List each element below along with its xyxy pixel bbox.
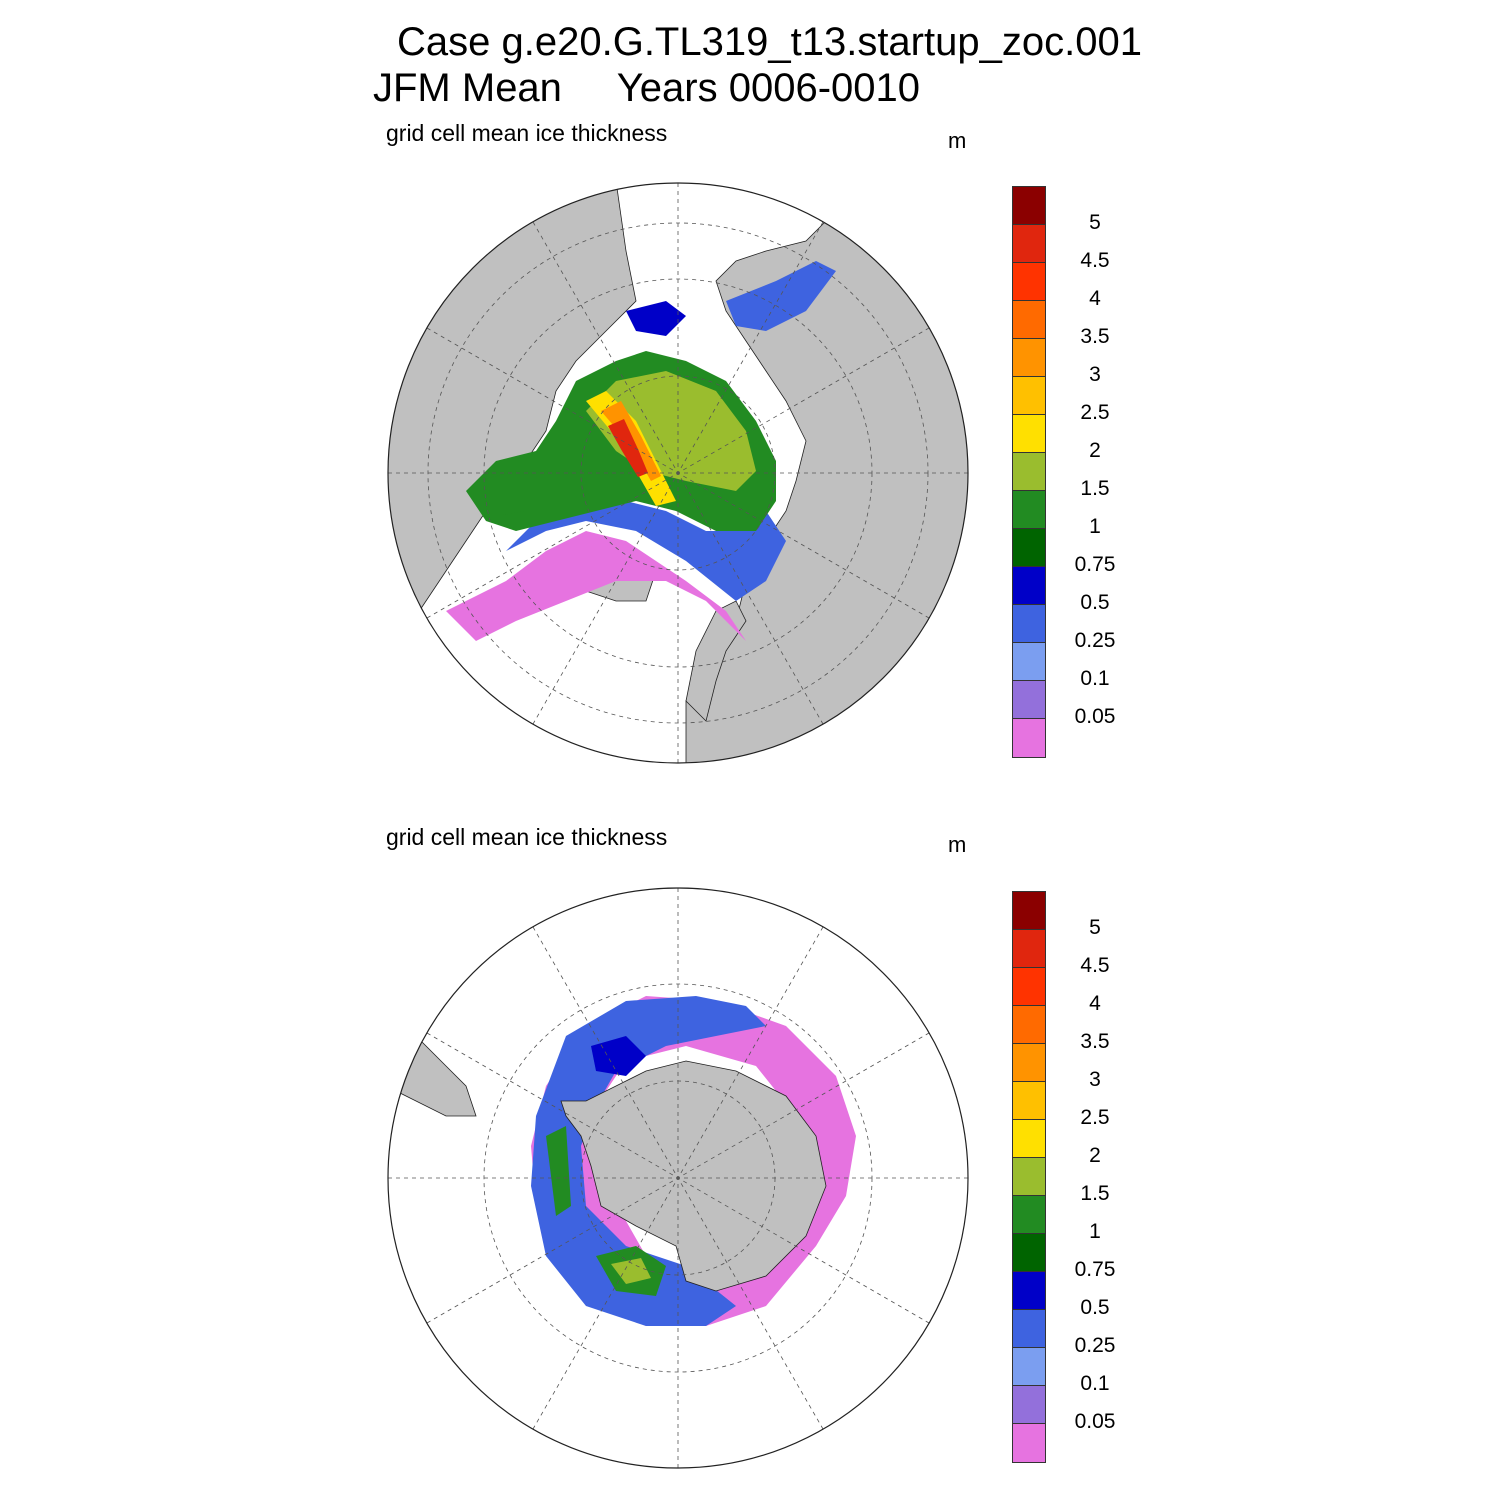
colorbar-swatch [1012,891,1046,930]
south-colorbar [1012,891,1046,1463]
panel-south-units: m [948,832,967,857]
colorbar-swatch [1012,1385,1046,1424]
colorbar-swatch [1012,1423,1046,1463]
north-colorbar [1012,186,1046,758]
figure-title-case: Case g.e20.G.TL319_t13.startup_zoc.001 [397,20,1142,64]
north-map-boundary [387,182,969,764]
north-ice-hudson [476,471,536,516]
colorbar-tick-label: 3 [1089,1068,1101,1091]
colorbar-tick-label: 3 [1089,363,1101,386]
north-polar-map [387,182,969,764]
colorbar-swatch [1012,1081,1046,1120]
colorbar-swatch [1012,1043,1046,1082]
colorbar-tick-label: 0.5 [1080,591,1110,614]
colorbar-swatch [1012,967,1046,1006]
north-ice-blue-margin [506,501,786,601]
colorbar-tick-label: 0.1 [1080,667,1110,690]
colorbar-tick-label: 5 [1089,916,1101,939]
colorbar-tick-label: 3.5 [1080,1030,1110,1053]
colorbar-tick-label: 0.5 [1080,1296,1110,1319]
colorbar-tick-label: 2.5 [1080,401,1110,424]
south-graticule [388,888,968,1468]
colorbar-swatch [1012,452,1046,491]
colorbar-swatch [1012,528,1046,567]
panel-north-units: m [948,128,967,153]
colorbar-swatch [1012,1233,1046,1272]
colorbar-tick-label: 0.05 [1074,1410,1116,1433]
south-ice-darkblue [591,1036,646,1076]
colorbar-tick-label: 0.25 [1074,1334,1116,1357]
colorbar-swatch [1012,262,1046,301]
south-map-boundary [387,887,969,1469]
colorbar-swatch [1012,1005,1046,1044]
colorbar-swatch [1012,376,1046,415]
colorbar-tick-label: 2.5 [1080,1106,1110,1129]
colorbar-swatch [1012,224,1046,263]
south-ice-lightgreen-weddell [611,1258,651,1284]
colorbar-tick-label: 4.5 [1080,954,1110,977]
colorbar-swatch [1012,566,1046,605]
colorbar-swatch [1012,1119,1046,1158]
colorbar-tick-label: 2 [1089,1144,1101,1167]
panel-south-label: grid cell mean ice thickness [386,824,668,850]
south-ice-blue-ring [531,996,766,1326]
north-ice-bering [626,301,686,336]
north-ice-okhotsk [726,261,836,331]
colorbar-swatch [1012,604,1046,643]
colorbar-swatch [1012,1271,1046,1310]
colorbar-tick-label: 5 [1089,211,1101,234]
colorbar-swatch [1012,1157,1046,1196]
north-graticule [388,183,968,763]
colorbar-swatch [1012,300,1046,339]
colorbar-swatch [1012,929,1046,968]
north-land-scandinavia [685,600,747,722]
colorbar-swatch [1012,680,1046,719]
south-land-antarctica [560,1060,827,1292]
figure-title-period: JFM Mean Years 0006-0010 [373,66,920,110]
colorbar-tick-label: 4 [1089,992,1101,1015]
colorbar-tick-label: 4 [1089,287,1101,310]
south-polar-map [387,887,969,1469]
colorbar-swatch [1012,186,1046,225]
colorbar-tick-label: 1 [1089,1220,1101,1243]
colorbar-tick-label: 1.5 [1080,1182,1110,1205]
north-ice-lightgreen [586,371,756,491]
north-ice-red [608,419,648,477]
colorbar-swatch [1012,338,1046,377]
colorbar-tick-label: 1 [1089,515,1101,538]
colorbar-tick-label: 2 [1089,439,1101,462]
colorbar-swatch [1012,1309,1046,1348]
panel-north-label: grid cell mean ice thickness [386,120,668,146]
colorbar-tick-label: 0.25 [1074,629,1116,652]
colorbar-swatch [1012,642,1046,681]
colorbar-tick-label: 3.5 [1080,325,1110,348]
colorbar-swatch [1012,1347,1046,1386]
colorbar-swatch [1012,1195,1046,1234]
south-ice-green-peninsula [546,1126,571,1216]
colorbar-tick-label: 0.75 [1074,553,1116,576]
colorbar-tick-label: 0.75 [1074,1258,1116,1281]
colorbar-tick-label: 0.1 [1080,1372,1110,1395]
colorbar-swatch [1012,718,1046,758]
colorbar-tick-label: 4.5 [1080,249,1110,272]
colorbar-tick-label: 0.05 [1074,705,1116,728]
colorbar-swatch [1012,414,1046,453]
colorbar-tick-label: 1.5 [1080,477,1110,500]
north-ice-pink-edge [446,531,746,641]
colorbar-swatch [1012,490,1046,529]
